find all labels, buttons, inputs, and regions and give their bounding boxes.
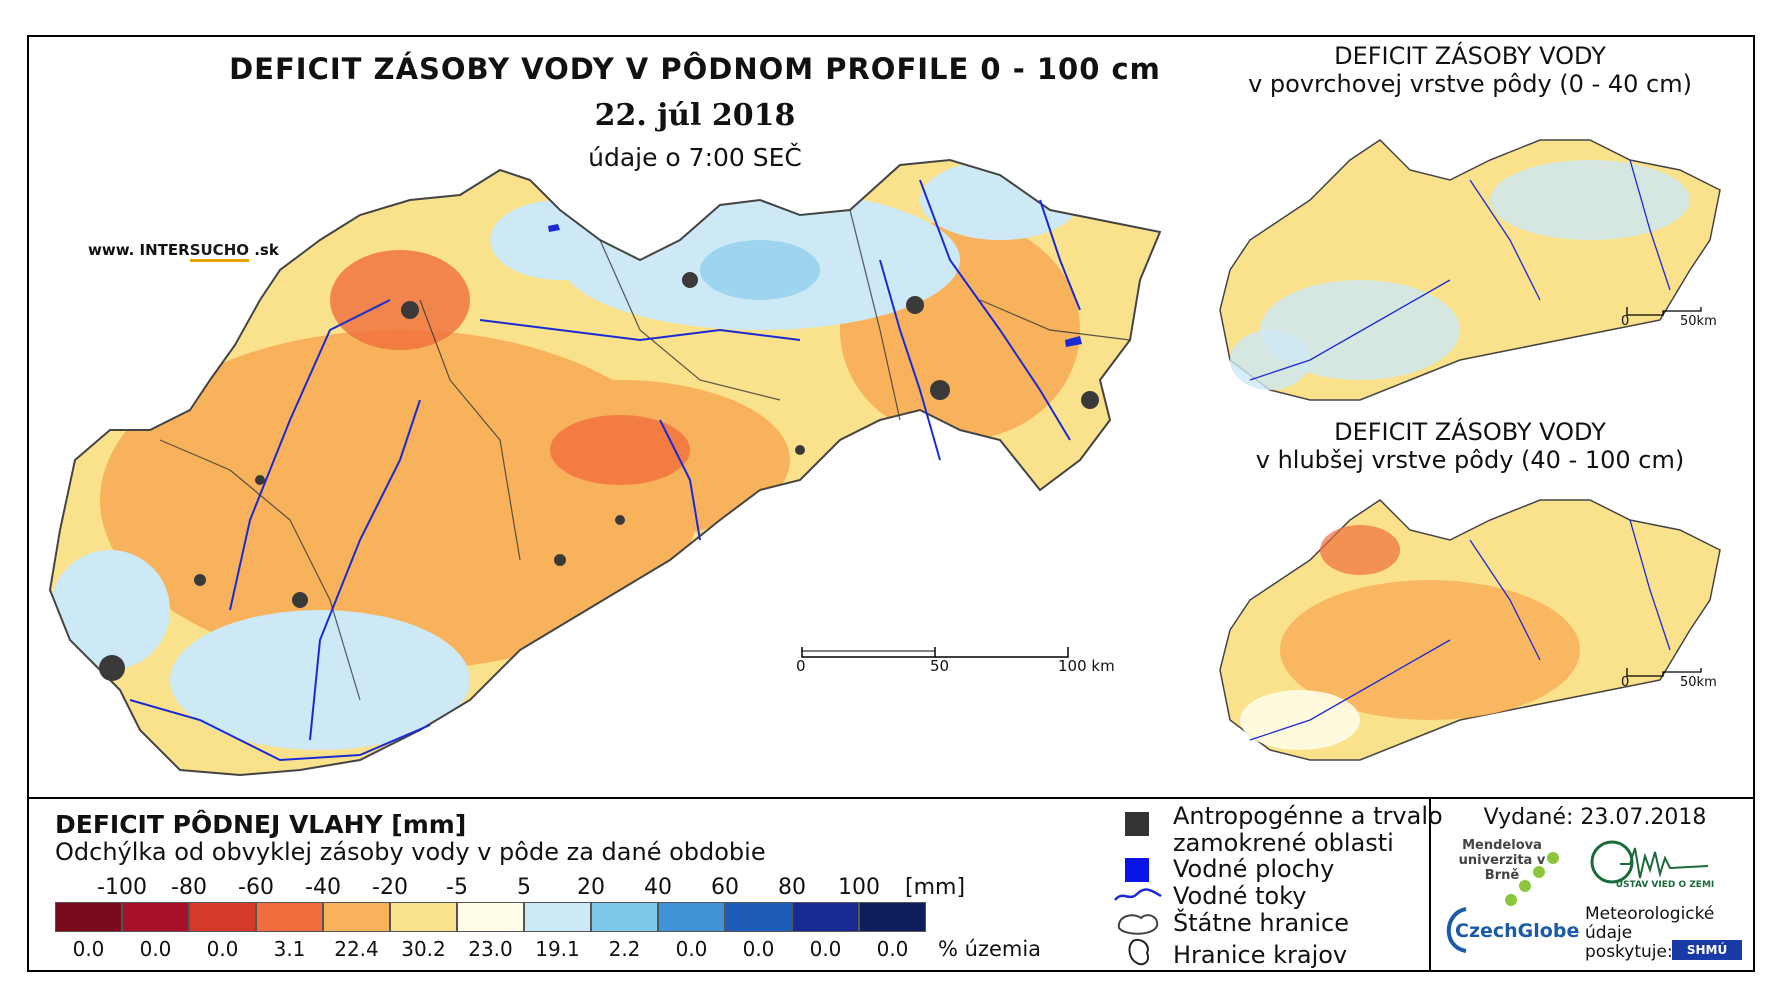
- inset-top-title: DEFICIT ZÁSOBY VODY v povrchovej vrstve …: [1230, 42, 1710, 98]
- legend-swatch: [122, 902, 189, 932]
- inset-bottom-scale-50: 50km: [1680, 675, 1717, 690]
- state-border-symbol: [1117, 914, 1159, 935]
- legend-swatch: [323, 902, 390, 932]
- scale-label-50: 50: [930, 657, 950, 675]
- inset-bottom-scale-bar: [1626, 668, 1702, 677]
- legend-break-value: 60: [711, 875, 739, 900]
- legend-swatch: [189, 902, 256, 932]
- urban-area-symbol: [1125, 812, 1149, 836]
- legend-percent-value: 0.0: [675, 937, 708, 961]
- region-border-label: Hranice krajov: [1173, 941, 1348, 969]
- legend-percent-value: 23.0: [468, 937, 513, 961]
- region-border-symbol: [1128, 939, 1149, 966]
- legend-swatch: [591, 902, 658, 932]
- inset-map-top: [1219, 139, 1721, 401]
- legend-column-divider: [1429, 797, 1431, 972]
- legend-percent-value: 3.1: [273, 937, 306, 961]
- map-frame: [27, 35, 1755, 972]
- legend-break-value: -60: [238, 875, 274, 900]
- legend-break-value: -20: [372, 875, 408, 900]
- main-map: [48, 158, 1162, 777]
- legend-divider: [27, 797, 1755, 799]
- legend-percent-value: 30.2: [401, 937, 446, 961]
- legend-unit: [mm]: [905, 875, 966, 900]
- data-time: údaje o 7:00 SEČ: [588, 143, 802, 172]
- urban-area-label: Antropogénne a trvalo zamokrené oblasti: [1173, 802, 1443, 857]
- scale-label-100: 100 km: [1058, 657, 1115, 675]
- legend-percent-value: 0.0: [876, 937, 909, 961]
- legend-percent-label: % územia: [938, 937, 1042, 961]
- legend-swatch: [457, 902, 524, 932]
- inset-top-scale-bar: [1626, 307, 1702, 316]
- inset-bottom-title-line2: v hlubšej vrstve pôdy (40 - 100 cm): [1255, 446, 1685, 474]
- scale-label-0: 0: [796, 657, 806, 675]
- legend-percent-value: 0.0: [206, 937, 239, 961]
- legend-title: DEFICIT PÔDNEJ VLAHY [mm]: [55, 810, 467, 839]
- main-scale-bar: [801, 647, 1069, 658]
- legend-swatch: [55, 902, 122, 932]
- issued-date: Vydané: 23.07.2018: [1483, 805, 1707, 830]
- legend-break-value: 100: [838, 875, 880, 900]
- inset-top-scale-0: 0: [1621, 314, 1630, 329]
- inset-bottom-title: DEFICIT ZÁSOBY VODY v hlubšej vrstve pôd…: [1230, 418, 1710, 474]
- legend-break-value: 80: [778, 875, 806, 900]
- water-body-symbol: [1125, 858, 1149, 882]
- map-title: DEFICIT ZÁSOBY VODY V PÔDNOM PROFILE 0 -…: [229, 52, 1161, 86]
- legend-break-value: 5: [517, 875, 531, 900]
- legend-break-value: -100: [97, 875, 147, 900]
- legend-percent-value: 22.4: [334, 937, 379, 961]
- inset-bottom-scale-0: 0: [1621, 675, 1630, 690]
- czechglobe-arc-icon: [1446, 907, 1467, 953]
- inset-map-bottom: [1219, 499, 1721, 761]
- meteo-provider-text: Meteorologické údaje poskytuje:: [1585, 904, 1715, 962]
- uvgz-logo-icon: [1590, 840, 1709, 884]
- website-label: www. INTERSUCHO .sk: [88, 241, 279, 262]
- map-date: 22. júl 2018: [594, 98, 796, 133]
- uvgz-logo-text: ÚSTAV VIED O ZEMI: [1615, 880, 1715, 890]
- legend-swatch: [792, 902, 859, 932]
- czechglobe-logo: CzechGlobe: [1455, 920, 1580, 942]
- legend-break-value: 20: [577, 875, 605, 900]
- legend-percent-value: 2.2: [608, 937, 641, 961]
- legend-break-value: -80: [171, 875, 207, 900]
- legend-swatch: [524, 902, 591, 932]
- legend-swatch: [256, 902, 323, 932]
- legend-swatch: [859, 902, 926, 932]
- legend-percent-value: 0.0: [809, 937, 842, 961]
- river-label: Vodné toky: [1173, 882, 1307, 910]
- mendel-dots-icon: [1505, 852, 1559, 906]
- legend-swatch: [658, 902, 725, 932]
- legend-break-value: 40: [644, 875, 672, 900]
- inset-bottom-title-line1: DEFICIT ZÁSOBY VODY: [1334, 418, 1606, 446]
- water-body-label: Vodné plochy: [1173, 855, 1335, 883]
- inset-top-title-line2: v povrchovej vrstve pôdy (0 - 40 cm): [1248, 70, 1692, 98]
- legend-break-value: -40: [305, 875, 341, 900]
- legend-subtitle: Odchýlka od obvyklej zásoby vody v pôde …: [55, 838, 766, 866]
- legend-swatch: [725, 902, 792, 932]
- shmu-logo: SHMÚ: [1672, 940, 1742, 960]
- legend-percent-value: 0.0: [139, 937, 172, 961]
- mendel-logo-text: Mendelova univerzita v Brně: [1458, 838, 1546, 883]
- legend-percent-value: 0.0: [72, 937, 105, 961]
- legend-percent-value: 19.1: [535, 937, 580, 961]
- legend-break-value: -5: [446, 875, 468, 900]
- inset-top-scale-50: 50km: [1680, 314, 1717, 329]
- state-border-label: Štátne hranice: [1173, 909, 1349, 937]
- legend-swatch: [390, 902, 457, 932]
- inset-top-title-line1: DEFICIT ZÁSOBY VODY: [1334, 42, 1606, 70]
- river-symbol: [1114, 888, 1162, 901]
- legend-percent-value: 0.0: [742, 937, 775, 961]
